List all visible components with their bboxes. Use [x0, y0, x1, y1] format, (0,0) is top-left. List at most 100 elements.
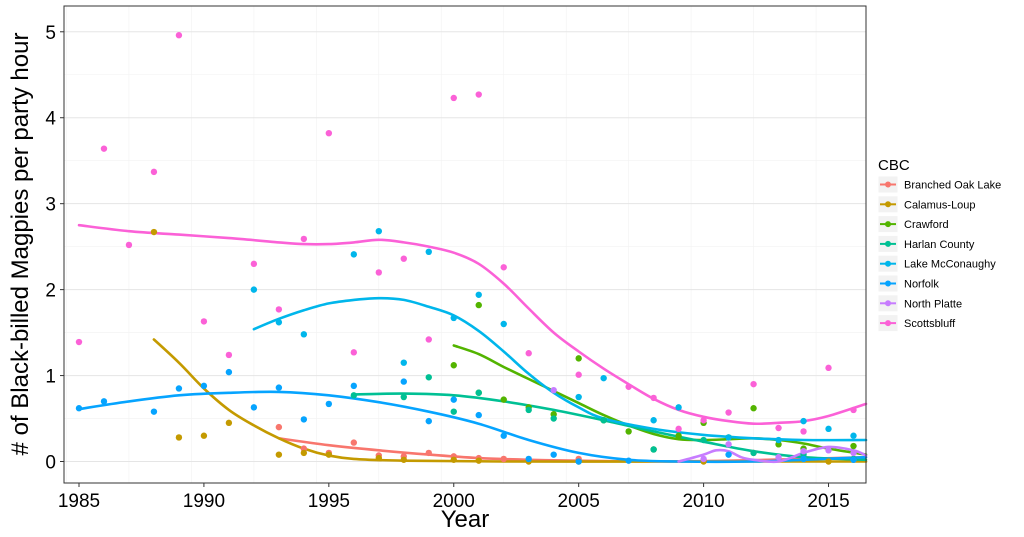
point-north-platte	[800, 448, 807, 455]
point-lake-mcconaughy	[350, 251, 358, 258]
point-scottsbluff	[625, 383, 632, 390]
point-calamus-loup	[400, 456, 407, 463]
point-scottsbluff	[125, 241, 133, 249]
point-norfolk	[225, 368, 233, 376]
point-harlan-county	[650, 446, 657, 453]
point-crawford	[675, 432, 682, 439]
point-scottsbluff	[375, 269, 383, 276]
smooth-line-norfolk	[77, 390, 868, 464]
point-harlan-county	[350, 392, 358, 399]
point-norfolk	[800, 455, 807, 463]
point-lake-mcconaughy	[825, 425, 832, 433]
point-lake-mcconaughy	[600, 374, 607, 382]
legend-key-point	[885, 300, 891, 307]
point-norfolk	[75, 405, 83, 412]
point-scottsbluff	[475, 91, 482, 98]
x-tick-label: 2010	[682, 491, 724, 512]
legend-item-norfolk: Norfolk	[877, 274, 939, 293]
legend-item-crawford: Crawford	[877, 215, 949, 234]
smooth-line-lake-mcconaughy	[252, 296, 868, 442]
legend-key-point	[885, 221, 891, 228]
x-axis-title: Year	[441, 506, 490, 533]
point-scottsbluff	[525, 350, 532, 357]
point-norfolk	[450, 396, 457, 403]
legend-key-point	[885, 240, 891, 247]
point-north-platte	[700, 455, 707, 463]
legend-label: Scottsbluff	[904, 318, 956, 330]
point-lake-mcconaughy	[850, 432, 857, 439]
point-crawford	[450, 362, 457, 369]
legend: CBC Branched Oak Lake Calamus-Loup Crawfor…	[877, 157, 1001, 333]
point-norfolk	[625, 457, 632, 464]
point-harlan-county	[525, 406, 532, 414]
point-harlan-county	[600, 417, 607, 424]
legend-key-point	[885, 280, 891, 287]
point-lake-mcconaughy	[725, 434, 732, 441]
legend-label: Calamus-Loup	[904, 199, 976, 211]
point-harlan-county	[475, 389, 482, 396]
legend-label: Branched Oak Lake	[904, 180, 1001, 192]
point-calamus-loup	[825, 458, 832, 465]
y-tick-label: 1	[45, 367, 56, 388]
point-norfolk	[175, 385, 183, 392]
point-norfolk	[350, 382, 358, 390]
point-lake-mcconaughy	[450, 314, 457, 322]
point-branched-oak-lake	[500, 455, 507, 463]
legend-label: Harlan County	[904, 239, 975, 251]
y-tick-label: 0	[45, 453, 56, 474]
point-scottsbluff	[700, 417, 707, 424]
point-harlan-county	[750, 449, 757, 457]
point-scottsbluff	[450, 94, 457, 102]
point-norfolk	[575, 458, 582, 465]
point-scottsbluff	[300, 235, 308, 243]
x-tick-label: 2015	[807, 491, 849, 512]
point-lake-mcconaughy	[800, 417, 807, 425]
point-scottsbluff	[350, 349, 358, 356]
y-tick-label: 2	[45, 281, 56, 302]
legend-item-branched-oak-lake: Branched Oak Lake	[877, 175, 1001, 194]
legend-label: Lake McConaughy	[904, 259, 996, 271]
x-tick-label: 1985	[58, 491, 100, 512]
legend-key-point	[885, 181, 891, 188]
point-norfolk	[250, 404, 258, 411]
point-calamus-loup	[475, 457, 482, 464]
point-calamus-loup	[200, 432, 208, 439]
smooth-line-north-platte	[677, 445, 868, 464]
point-scottsbluff	[200, 318, 208, 325]
point-scottsbluff	[175, 32, 183, 39]
point-norfolk	[400, 378, 407, 385]
point-lake-mcconaughy	[775, 436, 782, 444]
point-lake-mcconaughy	[575, 393, 582, 401]
legend-title: CBC	[878, 157, 910, 174]
point-lake-mcconaughy	[650, 417, 657, 424]
point-crawford	[850, 442, 857, 450]
point-scottsbluff	[800, 428, 807, 435]
point-norfolk	[200, 382, 208, 390]
point-lake-mcconaughy	[675, 404, 682, 411]
point-calamus-loup	[225, 419, 233, 427]
x-tick-label: 2000	[433, 491, 475, 512]
point-norfolk	[425, 417, 432, 425]
plot-background	[64, 6, 866, 483]
point-norfolk	[325, 400, 333, 408]
point-lake-mcconaughy	[250, 286, 258, 293]
plot-border	[63, 5, 867, 484]
point-calamus-loup	[175, 434, 183, 441]
legend-label: North Platte	[904, 298, 962, 310]
y-tick-label: 3	[45, 195, 56, 216]
point-lake-mcconaughy	[400, 359, 407, 366]
point-calamus-loup	[325, 451, 333, 458]
legend-label: Norfolk	[904, 279, 939, 291]
point-norfolk	[525, 455, 532, 463]
point-scottsbluff	[500, 264, 507, 271]
point-harlan-county	[700, 436, 707, 444]
point-harlan-county	[425, 374, 432, 381]
x-tick-label: 1995	[308, 491, 350, 512]
point-scottsbluff	[750, 380, 757, 388]
point-scottsbluff	[425, 336, 432, 343]
point-scottsbluff	[75, 338, 83, 346]
point-lake-mcconaughy	[375, 227, 383, 235]
point-crawford	[750, 405, 757, 412]
point-norfolk	[275, 384, 283, 391]
